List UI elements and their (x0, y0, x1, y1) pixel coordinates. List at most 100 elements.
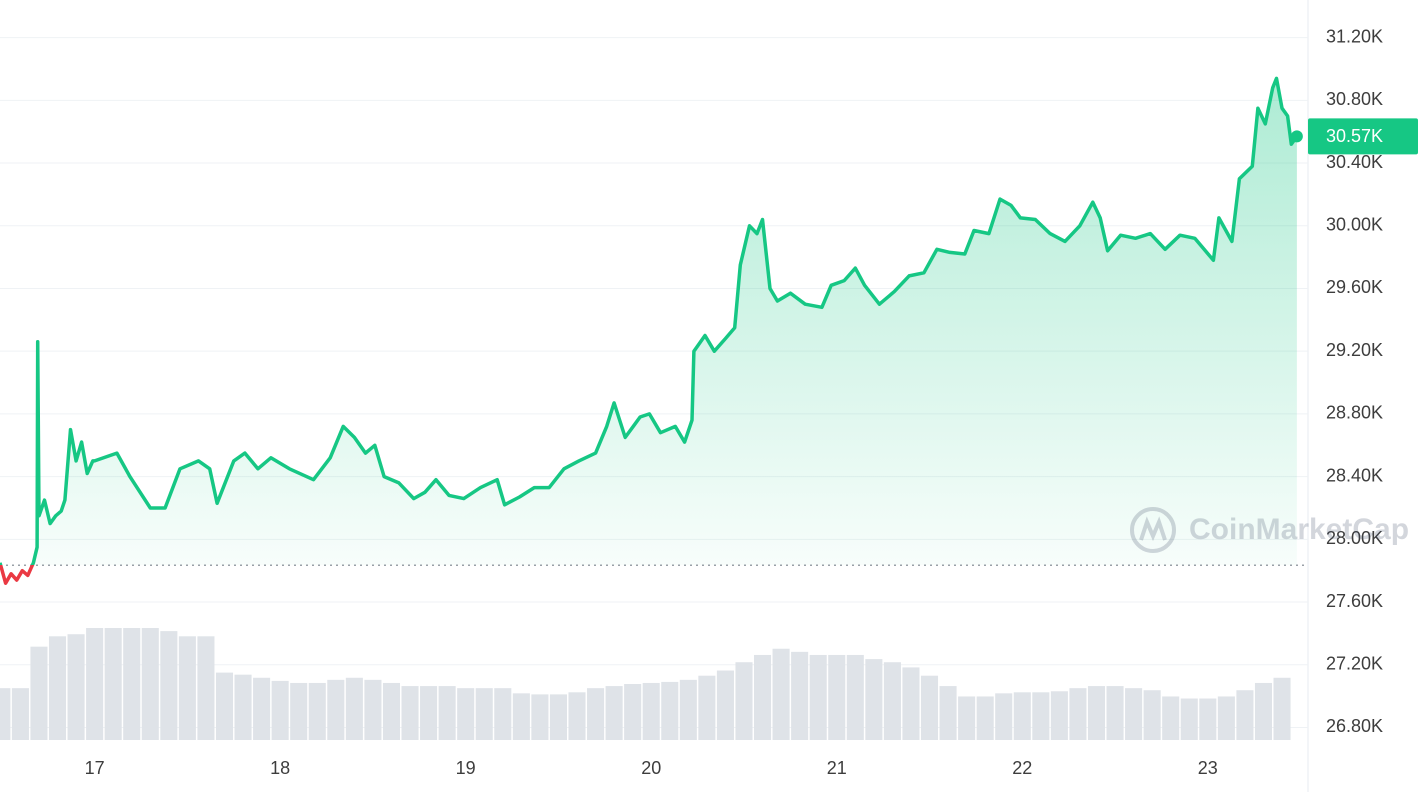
y-tick-label: 30.80K (1326, 89, 1383, 109)
volume-bar (772, 648, 790, 740)
volume-bar (1013, 692, 1031, 740)
volume-bar (438, 686, 456, 740)
volume-bar (123, 628, 141, 740)
volume-bar (1143, 690, 1161, 740)
x-tick-label: 17 (85, 758, 105, 778)
y-tick-label: 29.20K (1326, 340, 1383, 360)
volume-bar (234, 674, 252, 740)
volume-bar (1217, 696, 1235, 740)
volume-bar (716, 670, 734, 740)
volume-bar (1254, 682, 1273, 740)
volume-bar (809, 654, 827, 740)
volume-bar (197, 636, 215, 740)
volume-bar (1032, 692, 1050, 740)
volume-bar (382, 682, 401, 740)
volume-bar (178, 636, 196, 740)
current-price-tag (1308, 118, 1418, 155)
volume-bar (67, 634, 85, 740)
volume-bar (791, 651, 809, 740)
volume-bar (327, 679, 345, 740)
volume-bar (30, 646, 48, 740)
volume-bar (364, 679, 382, 740)
volume-bar (883, 662, 901, 740)
volume-bar (160, 631, 178, 740)
volume-bar (679, 679, 697, 740)
x-tick-label: 21 (827, 758, 847, 778)
volume-bar (141, 628, 159, 740)
volume-bar (0, 688, 11, 740)
volume-bar (420, 686, 438, 740)
volume-bar (512, 693, 530, 740)
x-tick-label: 18 (270, 758, 290, 778)
x-tick-label: 19 (456, 758, 476, 778)
y-tick-label: 28.80K (1326, 403, 1383, 423)
volume-bar (345, 677, 363, 740)
y-tick-label: 27.20K (1326, 653, 1383, 673)
volume-bar (642, 682, 660, 740)
volume-bar (1050, 691, 1068, 740)
watermark-logo (1139, 516, 1167, 542)
volume-bar (531, 694, 549, 740)
volume-bar (271, 680, 289, 740)
price-area (0, 78, 1297, 566)
volume-bar (290, 682, 308, 740)
x-tick-label: 22 (1012, 758, 1032, 778)
volume-bar (215, 672, 234, 740)
volume-bar (995, 693, 1013, 740)
volume-bar (308, 682, 326, 740)
volume-bar (549, 694, 567, 740)
volume-bar (253, 677, 271, 740)
volume-bar (494, 688, 512, 740)
volume-bar (958, 696, 976, 740)
volume-bar (902, 667, 920, 740)
volume-bar (1069, 688, 1087, 740)
watermark-logo (1130, 507, 1176, 553)
volume-bar (1180, 698, 1198, 740)
volume-bar (11, 688, 29, 740)
volume-bar (48, 636, 67, 740)
volume-bar (735, 662, 753, 740)
y-tick-label: 28.40K (1326, 465, 1383, 485)
y-tick-label: 26.80K (1326, 716, 1383, 736)
volume-bar (865, 659, 883, 740)
last-price-dot (1290, 130, 1303, 143)
y-tick-label: 29.60K (1326, 277, 1383, 297)
volume-bar (939, 686, 957, 740)
x-tick-label: 23 (1198, 758, 1218, 778)
volume-bar (1162, 696, 1180, 740)
volume-bar (1125, 688, 1143, 740)
volume-bar (754, 654, 772, 740)
price-line (0, 76, 1299, 585)
volume-bar (846, 654, 864, 740)
volume-bar (1106, 686, 1124, 740)
watermark: CoinMarketCap (1130, 507, 1409, 553)
volume-bar (401, 686, 419, 740)
volume-bar (920, 675, 939, 740)
volume-bar (698, 675, 716, 740)
y-tick-label: 28.00K (1326, 528, 1383, 548)
volume-bar (661, 681, 679, 740)
volume-bar (587, 688, 605, 740)
x-tick-label: 20 (641, 758, 661, 778)
volume-bar (828, 654, 846, 740)
volume-bar (976, 696, 994, 740)
volume-bar (475, 688, 493, 740)
volume-bar (86, 628, 104, 740)
y-tick-label: 27.60K (1326, 591, 1383, 611)
volume-bar (624, 684, 642, 740)
y-tick-label: 30.00K (1326, 215, 1383, 235)
volume-bar (605, 686, 623, 740)
volume-bar (1273, 677, 1291, 740)
current-price-label: 30.57K (1326, 126, 1383, 146)
y-tick-label: 31.20K (1326, 26, 1383, 46)
volume-bar (568, 692, 586, 740)
volume-bar (1236, 690, 1254, 740)
volume-bar (457, 688, 475, 740)
volume-bar (1199, 698, 1217, 740)
volume-bar (1087, 686, 1106, 740)
y-tick-label: 30.40K (1326, 152, 1383, 172)
watermark-text: CoinMarketCap (1189, 513, 1409, 546)
volume-bar (104, 628, 122, 740)
